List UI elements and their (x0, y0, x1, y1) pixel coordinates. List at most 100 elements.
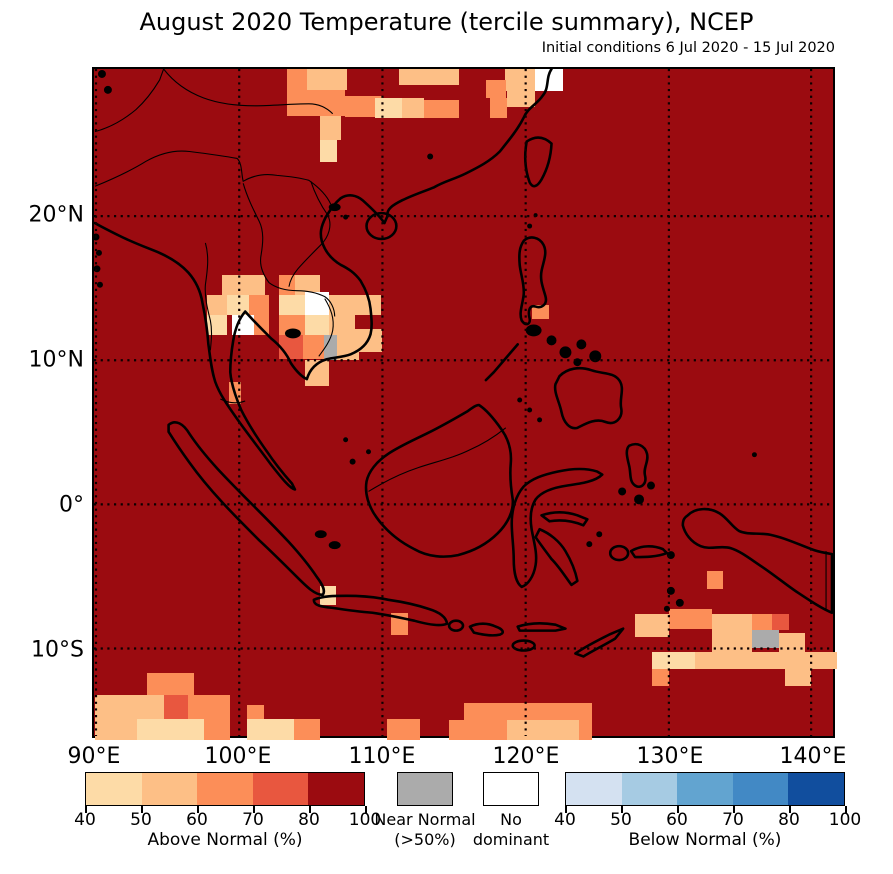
coast-timor (574, 627, 625, 658)
coast-mindanao (553, 366, 624, 430)
tercile-cell (324, 335, 337, 360)
coast-hainan (365, 211, 398, 241)
tercile-cell (652, 669, 669, 686)
below-normal-colorbar (565, 772, 845, 806)
coast-sumba (511, 639, 536, 652)
tercile-cell (345, 96, 383, 117)
y-axis-tick-label: 10°S (31, 637, 84, 663)
near-normal-label: Near Normal (>50%) (374, 810, 476, 849)
coast-new-guinea (681, 507, 833, 615)
colorbar-tick-label: 60 (186, 810, 208, 830)
country-borders (94, 69, 827, 611)
tercile-cell (303, 335, 324, 359)
tercile-cell (147, 695, 164, 719)
tercile-cell (204, 719, 230, 740)
tercile-cell (449, 720, 507, 740)
tercile-cell (507, 91, 535, 107)
colorbar-tick-label: 100 (348, 810, 382, 830)
colorbar-segment (141, 773, 198, 805)
tercile-cell (287, 90, 345, 116)
tercile-cell (355, 295, 381, 315)
coast-sumatra (167, 421, 326, 597)
coast-sumbawa (468, 622, 505, 637)
tercile-cell (387, 719, 420, 740)
tercile-cell (464, 703, 592, 720)
tercile-cell (486, 80, 506, 98)
tercile-cell (669, 609, 712, 629)
no-dominant-swatch (483, 772, 539, 806)
tercile-cell (307, 69, 347, 90)
colorbar-tick-label: 70 (242, 810, 264, 830)
tercile-cell (305, 292, 329, 315)
tercile-cell (249, 295, 269, 315)
tercile-cell (402, 98, 424, 118)
x-axis-tick-label: 90°E (67, 744, 121, 769)
graticule (94, 69, 833, 736)
tercile-cell (329, 315, 355, 335)
colorbar-tick-label: 50 (130, 810, 152, 830)
colorbar-tickmark (845, 806, 847, 813)
map-panel (92, 67, 837, 740)
above-normal-colorbar (85, 772, 365, 806)
colorbar-segment (621, 773, 678, 805)
tercile-cell (772, 614, 789, 630)
colorbar-tick-label: 60 (666, 810, 688, 830)
above-normal-caption: Above Normal (%) (147, 830, 303, 850)
colorbar-segment (732, 773, 789, 805)
tercile-cell (247, 705, 264, 719)
colorbar-tick-label: 70 (722, 810, 744, 830)
tercile-cell (227, 295, 249, 315)
colorbar-tickmark (677, 806, 679, 813)
coast-seram (629, 545, 669, 559)
colorbar-tick-label: 80 (298, 810, 320, 830)
chart-title: August 2020 Temperature (tercile summary… (139, 8, 754, 36)
tercile-cell (707, 571, 723, 589)
tercile-cell (652, 652, 695, 669)
tercile-cell (222, 275, 265, 295)
tercile-cell (287, 69, 307, 90)
tercile-cells-layer (94, 69, 837, 740)
tercile-cell (532, 305, 549, 319)
tercile-cell (507, 720, 579, 740)
tercile-cell (752, 614, 772, 630)
tercile-cell (779, 633, 805, 652)
tercile-cell (207, 295, 227, 315)
colorbar-segment (86, 773, 142, 805)
coast-sulawesi-e-arm (540, 511, 589, 527)
tercile-cell (320, 140, 337, 162)
tercile-cell (785, 669, 811, 686)
colorbar-tickmark (309, 806, 311, 813)
coast-flores (516, 622, 567, 632)
colorbar-segment (197, 773, 253, 805)
colorbar-segment (677, 773, 733, 805)
y-axis-tick-label: 0° (59, 492, 84, 518)
coast-buru (608, 544, 630, 562)
tercile-cell (294, 719, 320, 740)
x-axis-tick-label: 140°E (779, 744, 847, 769)
coast-mainland-asia (94, 69, 553, 491)
colorbar-segment (252, 773, 309, 805)
tercile-cell (279, 295, 305, 315)
near-normal-swatch (397, 772, 453, 806)
coastline-grid-overlay (94, 69, 833, 736)
colorbar-segment (566, 773, 622, 805)
tercile-cell (752, 630, 779, 648)
tercile-cell (329, 295, 355, 315)
tercile-cell (95, 695, 147, 719)
colorbar-tickmark (733, 806, 735, 813)
colorbar-tick-label: 100 (828, 810, 862, 830)
coast-bali (447, 619, 465, 632)
x-axis-tick-label: 120°E (492, 744, 560, 769)
tercile-cell (279, 335, 303, 359)
tercile-cell (232, 315, 254, 335)
colorbar-segment (308, 773, 364, 805)
tercile-cell (137, 719, 204, 740)
coast-palawan (484, 343, 519, 382)
colorbar-tickmark (197, 806, 199, 813)
tercile-cell (635, 614, 669, 637)
coast-taiwan (523, 136, 553, 188)
coast-borneo (364, 403, 515, 558)
x-axis-tick-label: 130°E (636, 744, 704, 769)
chart-subtitle: Initial conditions 6 Jul 2020 - 15 Jul 2… (541, 40, 835, 56)
tercile-cell (505, 69, 535, 91)
